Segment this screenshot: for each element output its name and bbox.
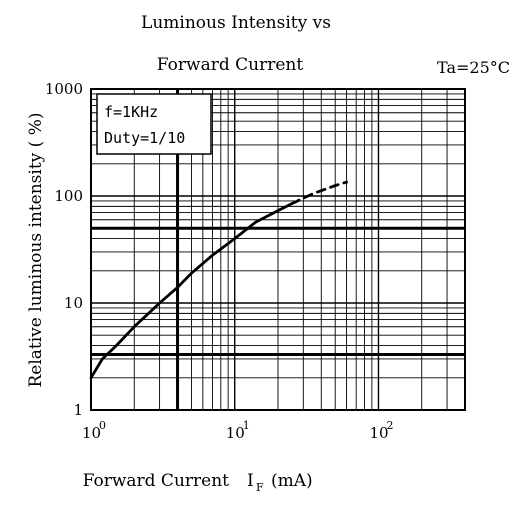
chart-title-line-1: Luminous Intensity vs: [141, 13, 331, 33]
chart-title-line-2: Forward Current: [157, 55, 304, 75]
x-axis-label-unit: (mA): [271, 471, 313, 491]
x-tick-exponent: 1: [243, 419, 250, 432]
x-tick-exponent: 0: [99, 419, 106, 432]
series-line-2: [290, 180, 349, 206]
x-tick-exponent: 2: [386, 419, 393, 432]
y-axis-label: Relative luminous intensity ( %): [26, 112, 46, 387]
x-axis-label-text: Forward Current: [83, 471, 230, 491]
x-tick-label: 10: [369, 424, 388, 442]
grid: [91, 89, 465, 410]
x-tick-label: 10: [82, 424, 101, 442]
x-tick-labels: 100 101 102: [82, 419, 393, 442]
x-axis-label-subscript: F: [256, 481, 264, 494]
plot-frame: [90, 88, 466, 411]
y-tick-labels: 1 10 100 1000: [45, 80, 83, 419]
y-tick-label: 1: [73, 401, 83, 419]
legend-line-1: f=1KHz: [104, 103, 158, 121]
x-axis-label: Forward Current I F (mA): [83, 471, 313, 494]
y-tick-label: 10: [64, 294, 83, 312]
legend-box: f=1KHz Duty=1/10: [96, 93, 212, 155]
y-tick-label: 100: [54, 187, 83, 205]
series-line-1: [89, 202, 294, 380]
legend-line-2: Duty=1/10: [104, 129, 185, 147]
x-axis-label-symbol: I: [247, 471, 254, 491]
x-tick-label: 10: [226, 424, 245, 442]
series: [89, 180, 349, 380]
condition-label: Ta=25°C: [437, 58, 510, 77]
legend-frame: [96, 93, 212, 155]
y-tick-label: 1000: [45, 80, 83, 98]
